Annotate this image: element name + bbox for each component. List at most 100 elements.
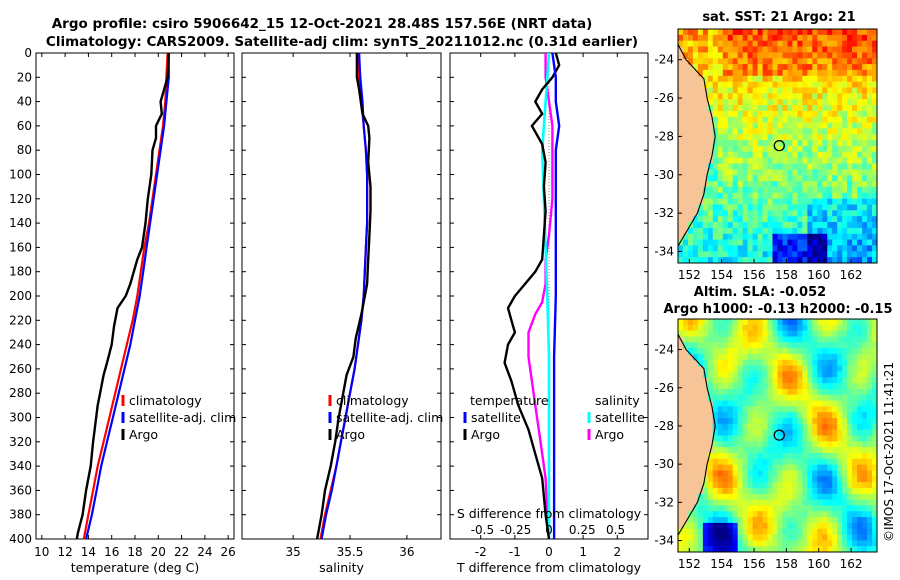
map-cell <box>792 493 798 501</box>
map-cell <box>837 239 843 246</box>
map-cell <box>862 400 868 407</box>
map-cell <box>822 99 828 106</box>
map-cell <box>717 493 724 501</box>
map-cell <box>807 233 813 241</box>
map-cell <box>757 64 764 71</box>
map-cell <box>827 116 833 124</box>
map-cell <box>732 522 739 530</box>
map-cell <box>737 453 744 460</box>
map-cell <box>852 222 858 229</box>
map-cell <box>712 470 719 477</box>
map-cell <box>707 29 714 36</box>
map-cell <box>787 134 794 141</box>
map-cell <box>812 330 818 337</box>
map-cell <box>722 175 729 182</box>
map-cell <box>817 69 823 77</box>
map-cell <box>722 163 729 170</box>
map-cell <box>847 470 853 477</box>
map-cell <box>857 371 863 378</box>
map-cell <box>842 435 848 442</box>
map-cell <box>817 441 823 448</box>
map-cell <box>752 186 759 194</box>
map-cell <box>737 534 744 541</box>
map-cell <box>757 412 764 419</box>
y-tick-label: 0 <box>24 46 32 60</box>
map-cell <box>712 227 719 235</box>
map-cell <box>842 528 848 536</box>
map-cell <box>707 87 714 94</box>
map-cell <box>717 204 724 211</box>
map-cell <box>757 435 764 442</box>
map-cell <box>732 470 739 477</box>
map-cell <box>852 464 858 471</box>
map-cell <box>782 330 789 337</box>
map-cell <box>797 348 803 355</box>
map-cell <box>847 353 853 361</box>
map-cell <box>767 163 774 170</box>
map-cell <box>767 377 774 384</box>
map-cell <box>757 517 764 524</box>
map-cell <box>832 157 838 165</box>
map-cell <box>707 353 714 361</box>
map-cell <box>792 110 798 118</box>
map-cell <box>832 348 838 355</box>
map-cell <box>727 157 734 165</box>
map-cell <box>827 412 833 419</box>
map-cell <box>787 257 794 263</box>
map-cell <box>762 435 769 442</box>
map-cell <box>737 69 744 77</box>
map-cell <box>842 122 848 129</box>
map-cell <box>678 528 684 536</box>
map-cell <box>767 499 774 506</box>
map-cell <box>727 522 734 530</box>
map-cell <box>842 93 848 100</box>
map-cell <box>807 377 813 384</box>
map-cell <box>807 324 813 332</box>
map-cell <box>742 186 749 194</box>
map-cell <box>767 505 774 512</box>
map-cell <box>767 151 774 159</box>
map-cell <box>772 34 779 42</box>
map-cell <box>832 40 838 48</box>
map-cell <box>762 29 769 36</box>
map-cell <box>852 239 858 246</box>
map-cell <box>792 69 798 77</box>
map-cell <box>862 134 868 141</box>
map-cell <box>857 342 863 349</box>
map-cell <box>807 99 813 106</box>
map-cell <box>712 476 719 483</box>
map-cell <box>787 46 794 53</box>
map-cell <box>852 52 858 59</box>
map-cell <box>867 528 873 536</box>
map-cell <box>872 377 877 384</box>
map-cell <box>767 87 774 94</box>
map-cell <box>692 546 699 552</box>
map-cell <box>712 493 719 501</box>
map-cell <box>737 181 744 188</box>
map-cell <box>737 388 744 396</box>
map-cell <box>837 388 843 396</box>
map-cell <box>777 93 784 100</box>
map-cell <box>827 128 833 135</box>
map-cell <box>792 81 798 89</box>
map-cell <box>827 400 833 407</box>
map-cell <box>717 342 724 349</box>
map-cell <box>742 394 749 402</box>
map-cell <box>772 69 779 77</box>
map-cell <box>752 522 759 530</box>
map-cell <box>832 134 838 141</box>
map-cell <box>757 348 764 355</box>
map-cell <box>737 493 744 501</box>
x-tick-label: 160 <box>807 268 830 282</box>
map-cell <box>762 394 769 402</box>
map-cell <box>722 458 729 466</box>
map-cell <box>742 122 749 129</box>
map-cell <box>822 198 828 205</box>
map-cell <box>707 163 714 170</box>
map-cell <box>797 435 803 442</box>
map-cell <box>747 58 754 65</box>
map-cell <box>732 324 739 332</box>
map-cell <box>772 99 779 106</box>
map-cell <box>757 423 764 431</box>
map-cell <box>717 52 724 59</box>
